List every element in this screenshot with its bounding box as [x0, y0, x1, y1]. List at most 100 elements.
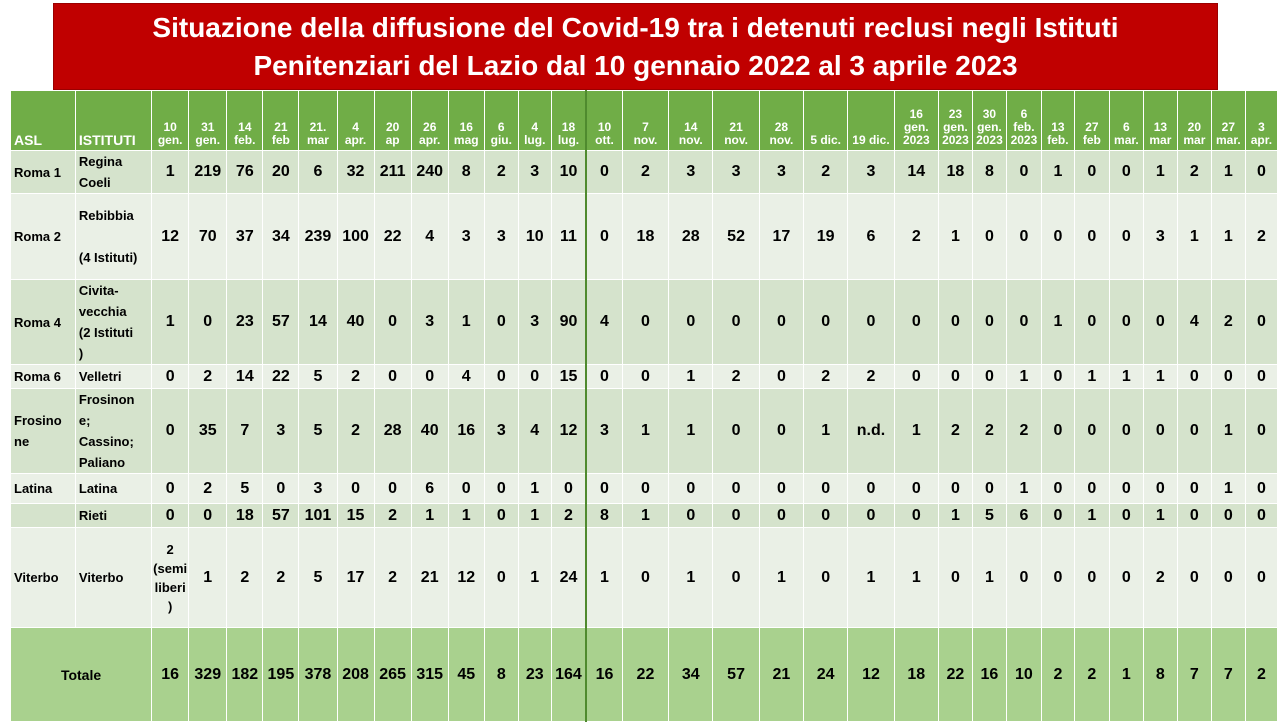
cell-line: 0	[866, 506, 876, 524]
cell-line: 0	[1121, 227, 1131, 245]
cell-line: nov.	[678, 133, 703, 147]
cell-line: 0	[496, 313, 506, 330]
total-value: 45	[447, 627, 485, 722]
value-cell: 0	[483, 473, 519, 504]
cell-line: 21.	[309, 120, 327, 134]
cell-line: 40	[420, 422, 439, 439]
cell-line: 2	[240, 568, 250, 586]
cell-line: 15	[559, 367, 578, 385]
cell-line: 18	[636, 227, 655, 245]
value-cell: 2	[483, 150, 519, 194]
header-date: 14 feb.	[226, 90, 264, 151]
cell-line: 0	[911, 313, 921, 330]
value-cell: 1	[517, 473, 552, 504]
value-cell: 76	[226, 150, 264, 194]
cell-line: Civita-	[78, 283, 119, 298]
cell-line: 0	[165, 506, 175, 524]
cell-line: 1	[911, 422, 921, 439]
cell-line: 0	[686, 506, 696, 524]
value-cell: 2	[262, 527, 300, 628]
header-date: 4 apr.	[336, 90, 375, 151]
cell-line: 1	[165, 163, 175, 180]
value-cell: 22	[373, 193, 412, 280]
cell-line: 2	[1256, 227, 1266, 245]
value-cell: 3	[262, 388, 300, 474]
cell-line: 2	[388, 568, 398, 586]
cell-line: 0	[1053, 227, 1063, 245]
value-cell: 2	[226, 527, 264, 628]
cell-line: 20	[1187, 120, 1202, 134]
cell-line: gen.	[977, 120, 1002, 134]
value-cell: 2	[971, 388, 1007, 474]
cell-line: 1	[425, 506, 435, 524]
cell-line: 23	[235, 313, 254, 330]
value-cell: 0	[1108, 473, 1144, 504]
value-cell: 0	[1073, 388, 1110, 474]
total-value: 24	[803, 627, 849, 722]
header-date: 20 mar	[1176, 90, 1212, 151]
cell-line: 0	[1053, 568, 1063, 586]
cell-line: 0	[1189, 367, 1199, 385]
value-cell: 0	[483, 527, 519, 628]
value-cell: 0	[550, 473, 587, 504]
cell-line: 0	[1256, 422, 1266, 439]
cell-line: Paliano	[78, 455, 126, 470]
cell-line: mar.	[1114, 133, 1139, 147]
cell-line: 5	[313, 568, 323, 586]
cell-line: 0	[731, 313, 741, 330]
value-cell: 0	[373, 279, 412, 365]
value-cell: 0	[1040, 193, 1075, 280]
cell-line: 1	[461, 506, 471, 524]
cell-line: 0	[731, 422, 741, 439]
value-cell: 1	[188, 527, 228, 628]
cell-line: 2	[1189, 163, 1199, 180]
cell-line: 5	[313, 367, 323, 385]
value-cell: 18	[621, 193, 670, 280]
cell-line: 2	[496, 163, 506, 180]
table-row: Viterbo Viterbo 2 (semi liberi) 1 2 2 5 17 2 21 12 0 1…	[10, 527, 1279, 628]
total-value: 21	[758, 627, 805, 722]
value-cell: 0	[1108, 388, 1144, 474]
cell-line: 4	[600, 313, 609, 330]
value-cell: 8	[585, 503, 623, 528]
value-cell: 219	[188, 150, 228, 194]
table-row: Roma 6 Velletri 0 2 14 22 5 2 0 0 4 0 0 15 0 0 1 2 0 2 2 0 0 0 1…	[10, 364, 1279, 389]
header-date: 5 dic.	[803, 90, 849, 151]
table-row: Roma 4 Civita-vecchia (2 Istituti) 1 0 23 57 14…	[10, 279, 1279, 365]
cell-line: 0	[496, 479, 506, 497]
total-value: 1	[1108, 627, 1144, 722]
istituti-cell: Frosinon e; Cassino; Paliano	[74, 388, 153, 474]
cell-line: 4	[425, 227, 435, 245]
cell-line: 8	[984, 163, 994, 180]
cell-line: 1	[165, 313, 175, 330]
cell-line: 0	[530, 367, 540, 385]
cell-line: 20	[385, 120, 400, 134]
cell-line: 0	[1155, 313, 1165, 330]
cell-line: Frosino	[14, 413, 62, 428]
value-cell: 5	[971, 503, 1007, 528]
value-cell: 0	[712, 527, 760, 628]
value-cell: 4	[585, 279, 623, 365]
cell-line: 2	[641, 163, 650, 180]
value-cell: 1	[1210, 473, 1246, 504]
cell-line: 0	[203, 506, 213, 524]
cell-line: 2	[166, 541, 174, 557]
header-date: 23 gen. 2023	[937, 90, 973, 151]
value-cell: 1	[447, 279, 485, 365]
asl-cell: Roma 6	[10, 364, 76, 389]
cell-line: 0	[911, 479, 921, 497]
value-cell: 1	[1005, 473, 1042, 504]
value-cell: 11	[550, 193, 587, 280]
value-cell: 21	[410, 527, 449, 628]
value-cell: 2	[937, 388, 973, 474]
value-cell: 0	[1176, 388, 1212, 474]
total-value: 57	[712, 627, 760, 722]
cell-line: mar	[306, 133, 329, 147]
cell-line: 0	[1121, 422, 1131, 439]
cell-line: feb.	[1047, 133, 1069, 147]
cell-line: feb	[1082, 133, 1101, 147]
cell-line: 2023	[942, 133, 969, 147]
value-cell: 0	[1073, 279, 1110, 365]
value-cell: 0	[1108, 193, 1144, 280]
value-cell: 1	[893, 388, 939, 474]
